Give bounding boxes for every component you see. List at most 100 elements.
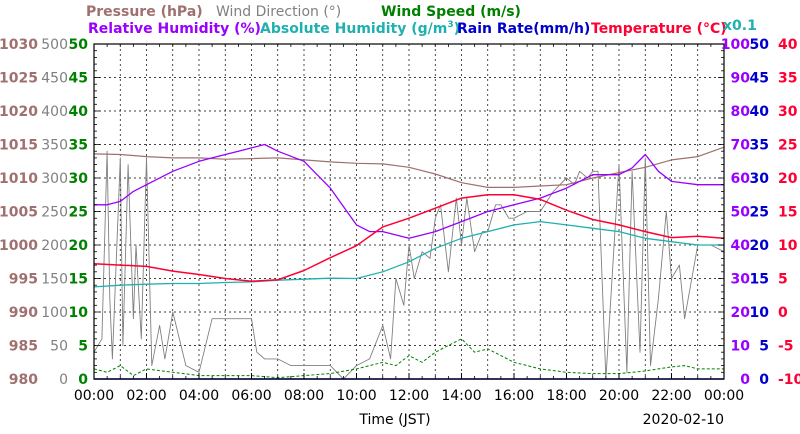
- x-tick-label: 04:00: [179, 388, 219, 404]
- series-layer: [93, 143, 725, 380]
- legend-temperature: Temperature (°C): [591, 21, 727, 37]
- x-tick-label: 22:00: [651, 388, 691, 404]
- y-tick-label-pressure: 1005: [0, 205, 38, 221]
- x-tick-label: 00:00: [74, 388, 114, 404]
- legend-absolute-humidity-main: Absolute Humidity (g/m: [260, 21, 447, 37]
- legend-wind-direction: Wind Direction (°): [216, 4, 341, 20]
- y-tick-label-wind-direction: 300: [41, 171, 68, 187]
- y-tick-label-wind-speed: 35: [69, 138, 88, 154]
- x-tick-label: 16:00: [494, 388, 534, 404]
- y-tick-label-temperature: -5: [778, 339, 794, 355]
- y-tick-label-humidity: 30: [731, 272, 751, 288]
- y-tick-label-wind-direction: 500: [41, 37, 68, 53]
- series-temperature: [93, 193, 725, 282]
- y-tick-label-pressure: 1000: [0, 238, 38, 254]
- y-tick-label-temperature: 20: [778, 171, 798, 187]
- y-tick-label-wind-direction: 150: [41, 272, 68, 288]
- y-tick-label-rain-rate: 25: [750, 205, 769, 221]
- y-tick-label-wind-speed: 30: [69, 171, 89, 187]
- x-axis-label: Time (JST): [358, 412, 430, 428]
- y-tick-label-wind-speed: 50: [69, 37, 89, 53]
- x-tick-label: 14:00: [441, 388, 481, 404]
- grid-lines: [94, 44, 724, 379]
- y-tick-label-wind-speed: 15: [69, 272, 88, 288]
- y-tick-label-humidity: 100: [721, 37, 750, 53]
- y-tick-label-wind-speed: 0: [78, 372, 88, 388]
- legend-absolute-humidity-sup: 3: [447, 20, 453, 30]
- y-tick-label-rain-rate: 10: [750, 305, 770, 321]
- y-tick-label-pressure: 1010: [0, 171, 38, 187]
- y-tick-label-rain-rate: 5: [759, 339, 769, 355]
- y-tick-label-rain-rate: 30: [750, 171, 770, 187]
- y-tick-label-humidity: 60: [731, 171, 751, 187]
- y-tick-label-temperature: 0: [778, 305, 788, 321]
- y-tick-label-wind-speed: 45: [69, 71, 88, 87]
- series-wind-direction: [93, 150, 725, 380]
- y-tick-label-rain-rate: 0: [759, 372, 769, 388]
- series-pressure: [93, 146, 725, 188]
- y-tick-label-pressure: 980: [9, 372, 38, 388]
- x-tick-label: 12:00: [389, 388, 429, 404]
- legend-pressure: Pressure (hPa): [86, 4, 203, 20]
- legend-relative-humidity: Relative Humidity (%): [88, 21, 261, 37]
- y-tick-label-wind-direction: 450: [41, 71, 68, 87]
- y-tick-label-wind-direction: 400: [41, 104, 68, 120]
- x-tick-label: 18:00: [546, 388, 586, 404]
- series-absolute-humidity: [93, 220, 724, 288]
- date-label: 2020-02-10: [643, 412, 724, 428]
- y-tick-label-pressure: 990: [9, 305, 38, 321]
- y-tick-label-wind-direction: 100: [41, 305, 68, 321]
- y-tick-label-rain-rate: 35: [750, 138, 769, 154]
- y-tick-label-wind-direction: 350: [41, 138, 68, 154]
- y-tick-label-wind-speed: 40: [69, 104, 89, 120]
- y-tick-label-humidity: 20: [731, 305, 751, 321]
- y-tick-label-temperature: 30: [778, 104, 798, 120]
- y-tick-label-pressure: 995: [9, 272, 38, 288]
- y-tick-label-wind-speed: 25: [69, 205, 88, 221]
- y-tick-label-rain-rate: 45: [750, 71, 769, 87]
- y-tick-label-pressure: 1030: [0, 37, 38, 53]
- y-tick-label-humidity: 10: [731, 339, 751, 355]
- y-tick-label-humidity: 80: [731, 104, 751, 120]
- y-tick-label-humidity: 0: [740, 372, 750, 388]
- series-wind-speed: [93, 338, 724, 379]
- x-tick-label: 10:00: [336, 388, 376, 404]
- legend-wind-speed: Wind Speed (m/s): [381, 4, 521, 20]
- y-tick-label-rain-rate: 40: [750, 104, 770, 120]
- x-tick-label: 06:00: [231, 388, 271, 404]
- legend-rain-rate: Rain Rate(mm/h): [457, 21, 590, 37]
- x-tick-label: 02:00: [126, 388, 166, 404]
- y-tick-label-wind-speed: 10: [69, 305, 89, 321]
- y-tick-label-temperature: 15: [778, 205, 797, 221]
- legend-abs-scale-note: x0.1: [723, 18, 757, 34]
- y-tick-label-pressure: 1020: [0, 104, 38, 120]
- y-tick-label-temperature: 25: [778, 138, 797, 154]
- y-tick-label-wind-direction: 0: [59, 372, 68, 388]
- x-tick-label: 20:00: [599, 388, 639, 404]
- y-tick-label-pressure: 1025: [0, 71, 38, 87]
- y-tick-label-rain-rate: 50: [750, 37, 770, 53]
- y-tick-label-rain-rate: 15: [750, 272, 769, 288]
- x-tick-label: 00:00: [704, 388, 744, 404]
- y-tick-label-temperature: -10: [778, 372, 800, 388]
- y-tick-label-temperature: 10: [778, 238, 798, 254]
- y-tick-label-wind-direction: 250: [41, 205, 68, 221]
- y-tick-label-rain-rate: 20: [750, 238, 770, 254]
- y-tick-label-humidity: 70: [731, 138, 751, 154]
- y-tick-label-wind-direction: 50: [50, 339, 68, 355]
- legend-absolute-humidity: Absolute Humidity (g/m3): [260, 20, 460, 37]
- y-tick-label-wind-speed: 5: [78, 339, 88, 355]
- y-tick-label-pressure: 1015: [0, 138, 38, 154]
- axis-labels: 00:00 02:00 04:00 06:00 08:00 10:00 12:00 14:00…: [0, 37, 800, 404]
- y-tick-label-temperature: 35: [778, 71, 797, 87]
- tick-marks: [93, 43, 725, 380]
- x-tick-label: 08:00: [284, 388, 324, 404]
- y-tick-label-humidity: 40: [731, 238, 751, 254]
- y-tick-label-wind-speed: 20: [69, 238, 89, 254]
- y-tick-label-humidity: 50: [731, 205, 751, 221]
- y-tick-label-pressure: 985: [9, 339, 38, 355]
- legend-absolute-humidity-end: ): [454, 21, 460, 37]
- y-tick-label-wind-direction: 200: [41, 238, 68, 254]
